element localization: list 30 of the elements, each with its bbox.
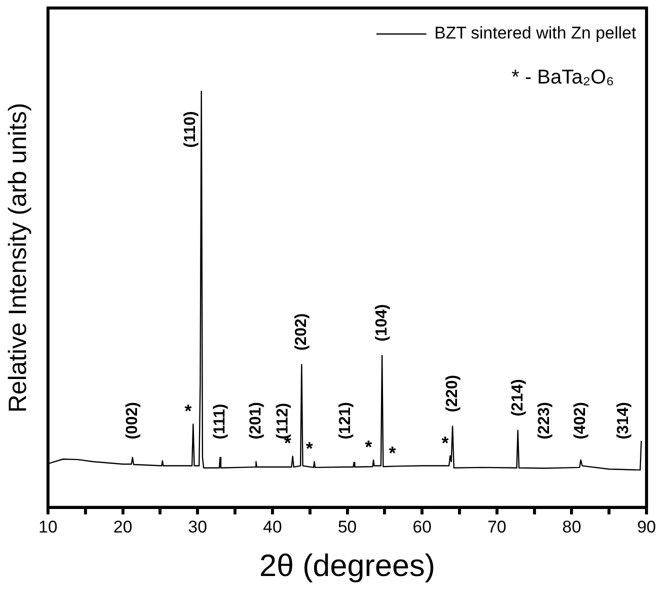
annotation: (202) [293,313,310,351]
annotation: (110) [182,111,199,148]
annotation: (214) [509,379,526,416]
x-tick-label: 80 [562,517,582,536]
text: * - BaTa₂O₆ [512,66,614,89]
annotation: * [184,401,192,422]
annotation: (223) [536,402,554,440]
annotation: (104) [373,304,390,342]
annotation: (220) [444,374,461,412]
x-tick-label: 70 [487,517,506,536]
legend-label: BZT sintered with Zn pellet [434,24,637,43]
annotation: (111) [211,404,228,440]
annotation: * [306,438,313,459]
x-tick-label: 30 [188,517,208,536]
annotation: (201) [247,402,264,440]
x-tick-label: 40 [262,517,282,536]
annotation: (002) [124,402,141,440]
annotation: * [442,432,449,453]
x-tick-label: 60 [412,517,432,536]
x-tick-label: 20 [113,517,132,536]
annotation: (402) [572,402,590,440]
x-tick-label: 90 [637,517,656,536]
annotation: * [388,443,396,464]
annotation: (314) [614,402,632,440]
x-axis-title: 2θ (degrees) [259,548,436,583]
annotation: (121) [337,402,354,440]
x-tick-label: 10 [38,517,58,536]
annotation: * [364,436,372,457]
y-axis-title: Relative Intensity (arb units) [4,102,32,413]
x-tick-label: 50 [338,517,357,536]
